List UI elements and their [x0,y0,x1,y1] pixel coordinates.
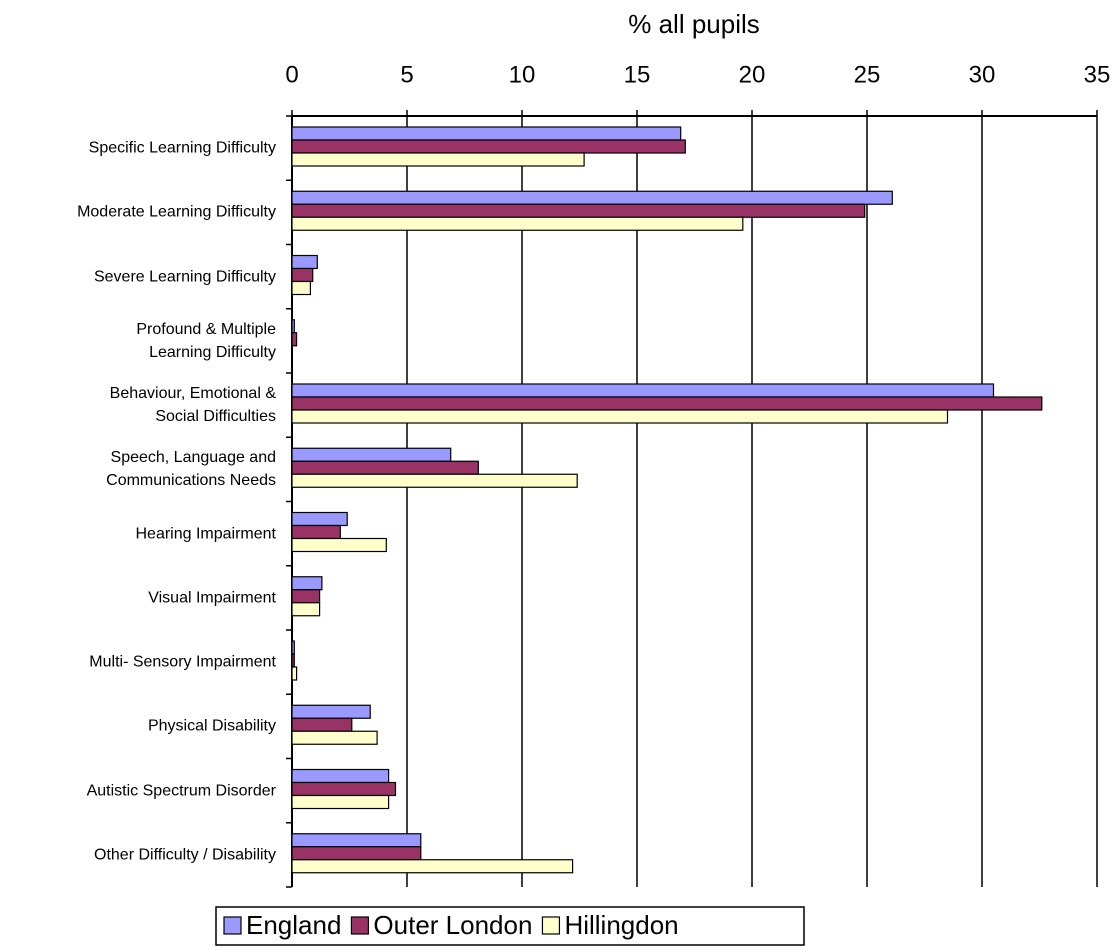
bar [291,383,995,398]
legend-swatch [541,916,561,935]
bar [291,280,311,296]
bar [291,537,387,553]
chart-title: % all pupils [628,9,760,39]
bar [291,152,585,167]
y-tick-label: Multi- Sensory Impairment [89,653,276,671]
legend: England Outer London Hillingdon [215,906,805,946]
y-tick-label: Physical Disability [147,717,276,735]
legend-frame [215,906,805,946]
bar [291,190,893,205]
x-tick-label: 20 [739,61,766,88]
bar [291,640,295,655]
y-tick-label: Profound & Multiple Learning Difficulty [136,320,276,361]
y-tick-label: Autistic Spectrum Disorder [86,782,276,800]
bar [291,666,298,681]
y-tick-label: Speech, Language and Communications Need… [106,449,276,490]
bar [291,781,397,797]
x-tick-label: 30 [969,61,996,88]
bar [291,846,422,861]
bar [291,768,390,784]
bar [291,833,422,848]
bar [291,139,686,154]
bar [291,447,452,462]
bar [291,254,318,270]
bar [291,730,378,745]
x-tick-label: 15 [624,61,651,88]
legend-swatch [350,916,370,935]
bar [291,473,578,488]
bar [291,126,682,141]
y-tick-label: Specific Learning Difficulty [88,139,276,157]
bar [291,602,321,617]
x-tick-label: 5 [400,61,413,88]
x-tick-label: 0 [285,61,298,88]
bar [291,511,348,527]
bar [291,332,298,347]
legend-label: Hillingdon [564,910,678,940]
bar [291,859,574,874]
bar [291,524,341,540]
y-tick-label: Hearing Impairment [135,525,277,543]
bar [291,267,314,283]
legend-swatch [223,916,242,935]
bar [291,794,390,810]
y-tick-label: Visual Impairment [148,589,276,607]
bar [291,396,1043,411]
x-tick-label: 10 [509,61,536,88]
bar [291,576,323,591]
bar [291,460,479,475]
bar [291,653,295,668]
y-tick-label: Behaviour, Emotional & Social Difficulti… [109,385,276,426]
bar [291,409,949,424]
y-tick-label: Moderate Learning Difficulty [77,203,276,221]
y-tick-label: Severe Learning Difficulty [93,268,276,286]
bar [291,319,295,334]
y-tick-label: Other Difficulty / Disability [94,846,276,864]
bar [291,717,353,732]
bar [291,704,371,719]
legend-label: Outer London [373,910,532,940]
bar [291,589,321,604]
x-tick-label: 25 [854,61,881,88]
x-tick-label: 35 [1084,61,1111,88]
bar [291,216,744,231]
legend-label: England [246,910,341,940]
bar [291,203,866,218]
